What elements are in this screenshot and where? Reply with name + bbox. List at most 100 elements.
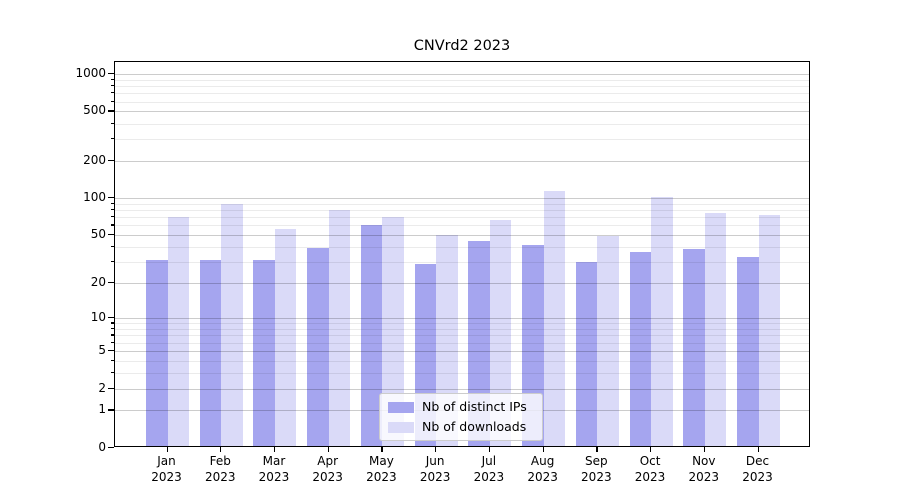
y-tick-10	[108, 317, 114, 319]
x-label-year: 2023	[527, 469, 558, 484]
gridline-minor-40	[115, 246, 809, 248]
y-tick-2	[108, 387, 114, 389]
bar-nov-ips	[683, 249, 705, 446]
x-label-year: 2023	[204, 469, 236, 484]
x-label-month: Oct	[639, 454, 661, 468]
x-label-month: Dec	[745, 454, 770, 468]
x-tick-nov	[703, 447, 705, 452]
y-tick-50	[108, 234, 114, 236]
gridline-100	[115, 198, 809, 200]
gridline-50	[115, 235, 809, 237]
x-tick-label-mar: Mar 2023	[246, 454, 302, 485]
x-tick-label-aug: Aug 2023	[515, 454, 571, 485]
x-tick-label-feb: Feb 2023	[192, 454, 248, 485]
chart-title: CNVrd2 2023	[413, 38, 511, 54]
gridline-minor-800	[115, 86, 809, 88]
y-tick-label-0: 0	[98, 440, 106, 454]
y-tick-200	[108, 159, 114, 162]
y-tick-minor-7	[110, 334, 114, 336]
bar-dec-downloads	[758, 215, 781, 446]
x-tick-label-nov: Nov 2023	[676, 454, 732, 485]
legend-swatch-downloads	[388, 421, 414, 433]
y-tick-minor-800	[110, 85, 114, 87]
y-tick-1	[108, 409, 114, 411]
y-tick-500	[108, 110, 114, 112]
legend-label-downloads: Nb of downloads	[422, 419, 527, 434]
x-label-month: Mar	[262, 454, 286, 468]
gridline-5	[115, 351, 809, 352]
y-tick-minor-400	[110, 122, 114, 124]
x-label-month: Aug	[530, 454, 555, 468]
y-tick-minor-6	[110, 341, 114, 343]
bar-sep-downloads	[597, 236, 619, 446]
gridline-minor-7	[115, 335, 809, 337]
plot-area	[114, 61, 810, 447]
x-label-month: Jan	[157, 454, 176, 468]
gridline-minor-600	[115, 101, 809, 103]
y-tick-minor-3	[110, 371, 114, 374]
gridline-minor-900	[115, 79, 809, 81]
gridline-minor-6	[115, 342, 809, 344]
x-label-year: 2023	[742, 469, 773, 484]
gridline-minor-9	[115, 323, 809, 325]
bar-feb-ips	[199, 260, 222, 446]
bar-mar-downloads	[274, 229, 297, 446]
y-tick-minor-8	[110, 328, 114, 330]
y-tick-0	[108, 447, 114, 449]
x-label-month: Feb	[209, 454, 231, 468]
gridline-200	[115, 160, 809, 162]
x-label-month: Nov	[692, 454, 716, 468]
y-tick-label-500: 500	[83, 103, 106, 118]
y-tick-label-5: 5	[98, 343, 106, 357]
x-label-year: 2023	[366, 469, 397, 484]
x-label-year: 2023	[581, 469, 612, 484]
bar-oct-downloads	[651, 197, 673, 446]
bar-feb-downloads	[221, 203, 243, 446]
y-tick-minor-60	[110, 224, 114, 226]
y-tick-label-20: 20	[90, 275, 106, 290]
gridline-1000	[115, 73, 809, 75]
x-tick-oct	[650, 447, 652, 452]
y-tick-minor-70	[110, 216, 114, 218]
legend-label-distinct-ips: Nb of distinct IPs	[422, 399, 527, 414]
y-tick-20	[108, 282, 114, 284]
y-tick-1000	[108, 72, 114, 75]
y-tick-100	[108, 197, 114, 199]
y-tick-minor-4	[110, 359, 114, 362]
bar-apr-downloads	[328, 210, 351, 446]
y-tick-minor-9	[110, 322, 114, 324]
bar-jan-downloads	[167, 216, 189, 446]
x-tick-label-sep: Sep 2023	[568, 454, 624, 485]
y-tick-label-1000: 1000	[75, 65, 106, 80]
bar-nov-downloads	[704, 213, 727, 446]
x-tick-jul	[488, 447, 491, 452]
x-tick-label-oct: Oct 2023	[622, 454, 678, 485]
x-label-year: 2023	[151, 469, 182, 484]
x-tick-label-apr: Apr 2023	[300, 454, 356, 485]
y-tick-minor-80	[110, 209, 114, 211]
gridline-2	[115, 388, 809, 390]
gridline-20	[115, 283, 809, 285]
y-tick-minor-600	[110, 100, 114, 102]
y-tick-label-1: 1	[98, 402, 106, 417]
y-tick-minor-40	[110, 245, 114, 248]
x-label-month: Sep	[585, 454, 608, 468]
gridline-minor-8	[115, 329, 809, 331]
x-tick-dec	[757, 447, 759, 452]
bar-apr-ips	[307, 247, 329, 446]
bar-aug-downloads	[543, 191, 566, 446]
x-tick-may	[381, 447, 383, 452]
gridline-minor-70	[115, 217, 809, 219]
x-tick-label-jul: Jul 2023	[461, 454, 517, 485]
x-label-month: May	[369, 454, 394, 468]
gridline-500	[115, 111, 809, 113]
y-tick-label-10: 10	[90, 310, 106, 325]
gridline-minor-300	[115, 139, 809, 141]
gridline-10	[115, 318, 809, 320]
legend-item-distinct-ips: Nb of distinct IPs	[388, 399, 534, 415]
bar-mar-ips	[253, 260, 275, 446]
x-tick-sep	[596, 447, 598, 452]
y-tick-minor-900	[110, 78, 114, 80]
y-tick-label-2: 2	[98, 380, 106, 395]
